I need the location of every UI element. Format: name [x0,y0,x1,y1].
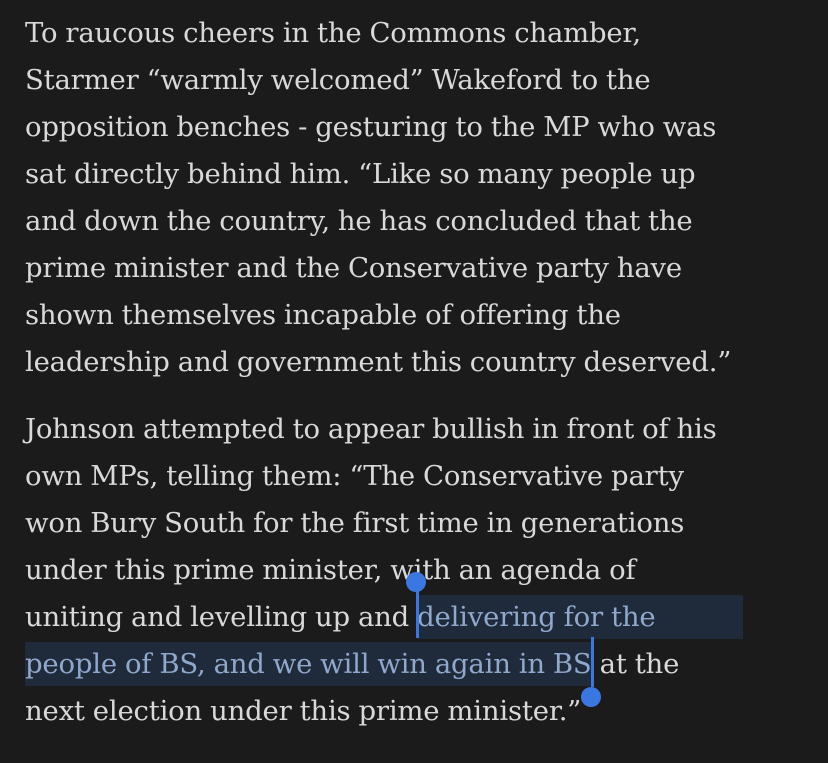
text-line-selection-start: uniting and levelling up and delivering … [25,572,815,641]
article-body: To raucous cheers in the Commons chamber… [25,10,815,735]
text-line: Starmer “warmly welcomed” Wakeford to th… [25,64,651,96]
text-line: sat directly behind him. “Like so many p… [25,158,696,190]
text-line: leadership and government this country d… [25,346,732,378]
selection-start-knob[interactable] [406,572,427,592]
text-line: and down the country, he has concluded t… [25,205,693,237]
text-before-selection: uniting and levelling up and [25,601,418,633]
text-line: shown themselves incapable of offering t… [25,299,621,331]
text-after-selection: at the [591,648,680,680]
text-line: To raucous cheers in the Commons chamber… [25,17,641,49]
selected-text[interactable]: people of BS, and we will win again in B… [25,648,592,680]
text-line: Johnson attempted to appear bullish in f… [25,413,717,445]
text-line: won Bury South for the first time in gen… [25,507,685,539]
text-line: prime minister and the Conservative part… [25,252,682,284]
selection-end-knob[interactable] [580,687,601,707]
text-line: next election under this prime minister.… [25,695,582,727]
text-line-selection-end: people of BS, and we will win again in B… [25,637,815,707]
text-line: own MPs, telling them: “The Conservative… [25,460,684,492]
text-line: under this prime minister, with an agend… [25,554,636,586]
selection-end-caret [590,637,594,687]
text-line: opposition benches - gesturing to the MP… [25,111,717,143]
paragraph-johnson: Johnson attempted to appear bullish in f… [25,406,815,735]
selected-text[interactable]: delivering for the [417,601,744,633]
selection-start-caret [416,588,420,638]
paragraph-starmer: To raucous cheers in the Commons chamber… [25,10,815,386]
